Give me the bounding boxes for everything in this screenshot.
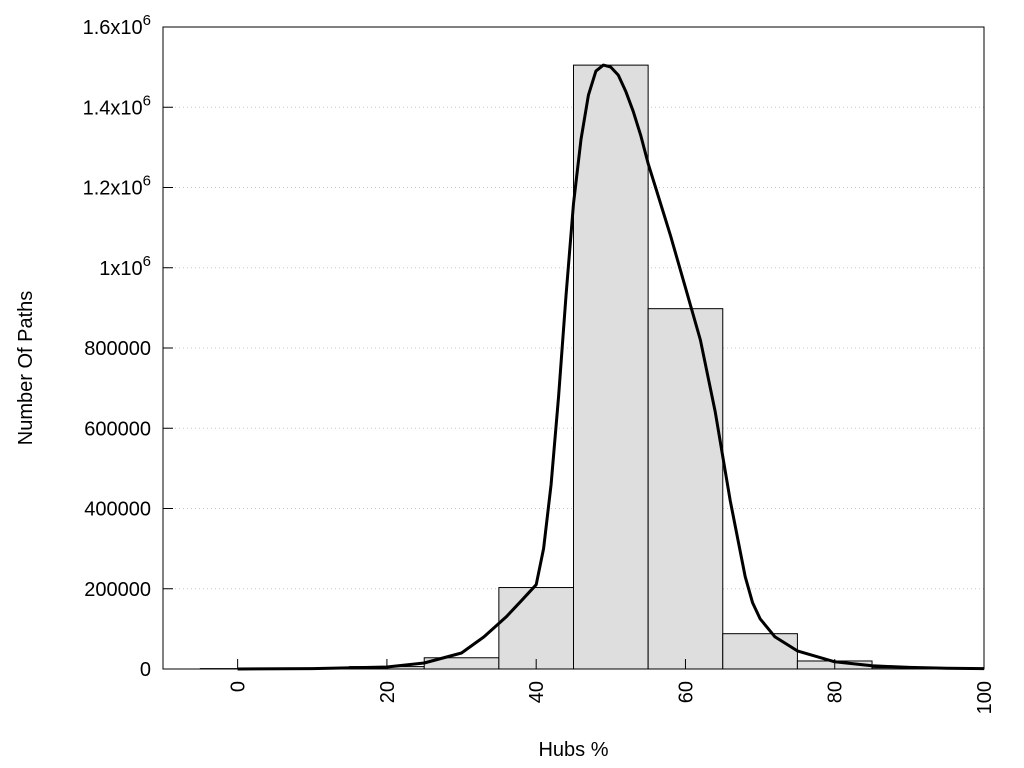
histogram-bar <box>498 587 575 670</box>
y-tick-label: 400000 <box>84 499 151 521</box>
x-tick-label: 0 <box>228 681 250 692</box>
gridlines <box>163 106 984 590</box>
x-tick-label: 60 <box>675 681 697 703</box>
y-axis-title: Number Of Paths <box>15 291 37 446</box>
y-tick-label: 200000 <box>84 579 151 601</box>
y-tick-label: 1.6x106 <box>83 12 151 39</box>
histogram-bar <box>647 308 724 670</box>
y-tick-label: 1.2x106 <box>83 173 151 200</box>
y-tick-label: 0 <box>140 659 151 681</box>
y-tick-labels: 0 200000 400000 600000 800000 1x106 1.2x106 1.4… <box>83 12 151 681</box>
fit-curve <box>237 63 985 671</box>
x-tick-label: 20 <box>377 681 399 703</box>
histogram-bars <box>199 64 948 670</box>
histogram-bar <box>722 633 798 670</box>
tick-marks <box>163 26 985 670</box>
x-tick-labels: 0 20 40 60 80 100 <box>228 681 996 714</box>
y-tick-label: 600000 <box>84 418 151 440</box>
y-tick-label: 800000 <box>84 338 151 360</box>
x-tick-label: 80 <box>825 681 847 703</box>
x-tick-label: 100 <box>974 681 996 714</box>
y-tick-label: 1x106 <box>99 253 151 280</box>
x-tick-label: 40 <box>526 681 548 703</box>
y-tick-label: 1.4x106 <box>83 92 151 119</box>
x-axis-title: Hubs % <box>538 739 608 761</box>
histogram-bar <box>573 64 649 670</box>
fit-curve-layer <box>237 63 985 671</box>
